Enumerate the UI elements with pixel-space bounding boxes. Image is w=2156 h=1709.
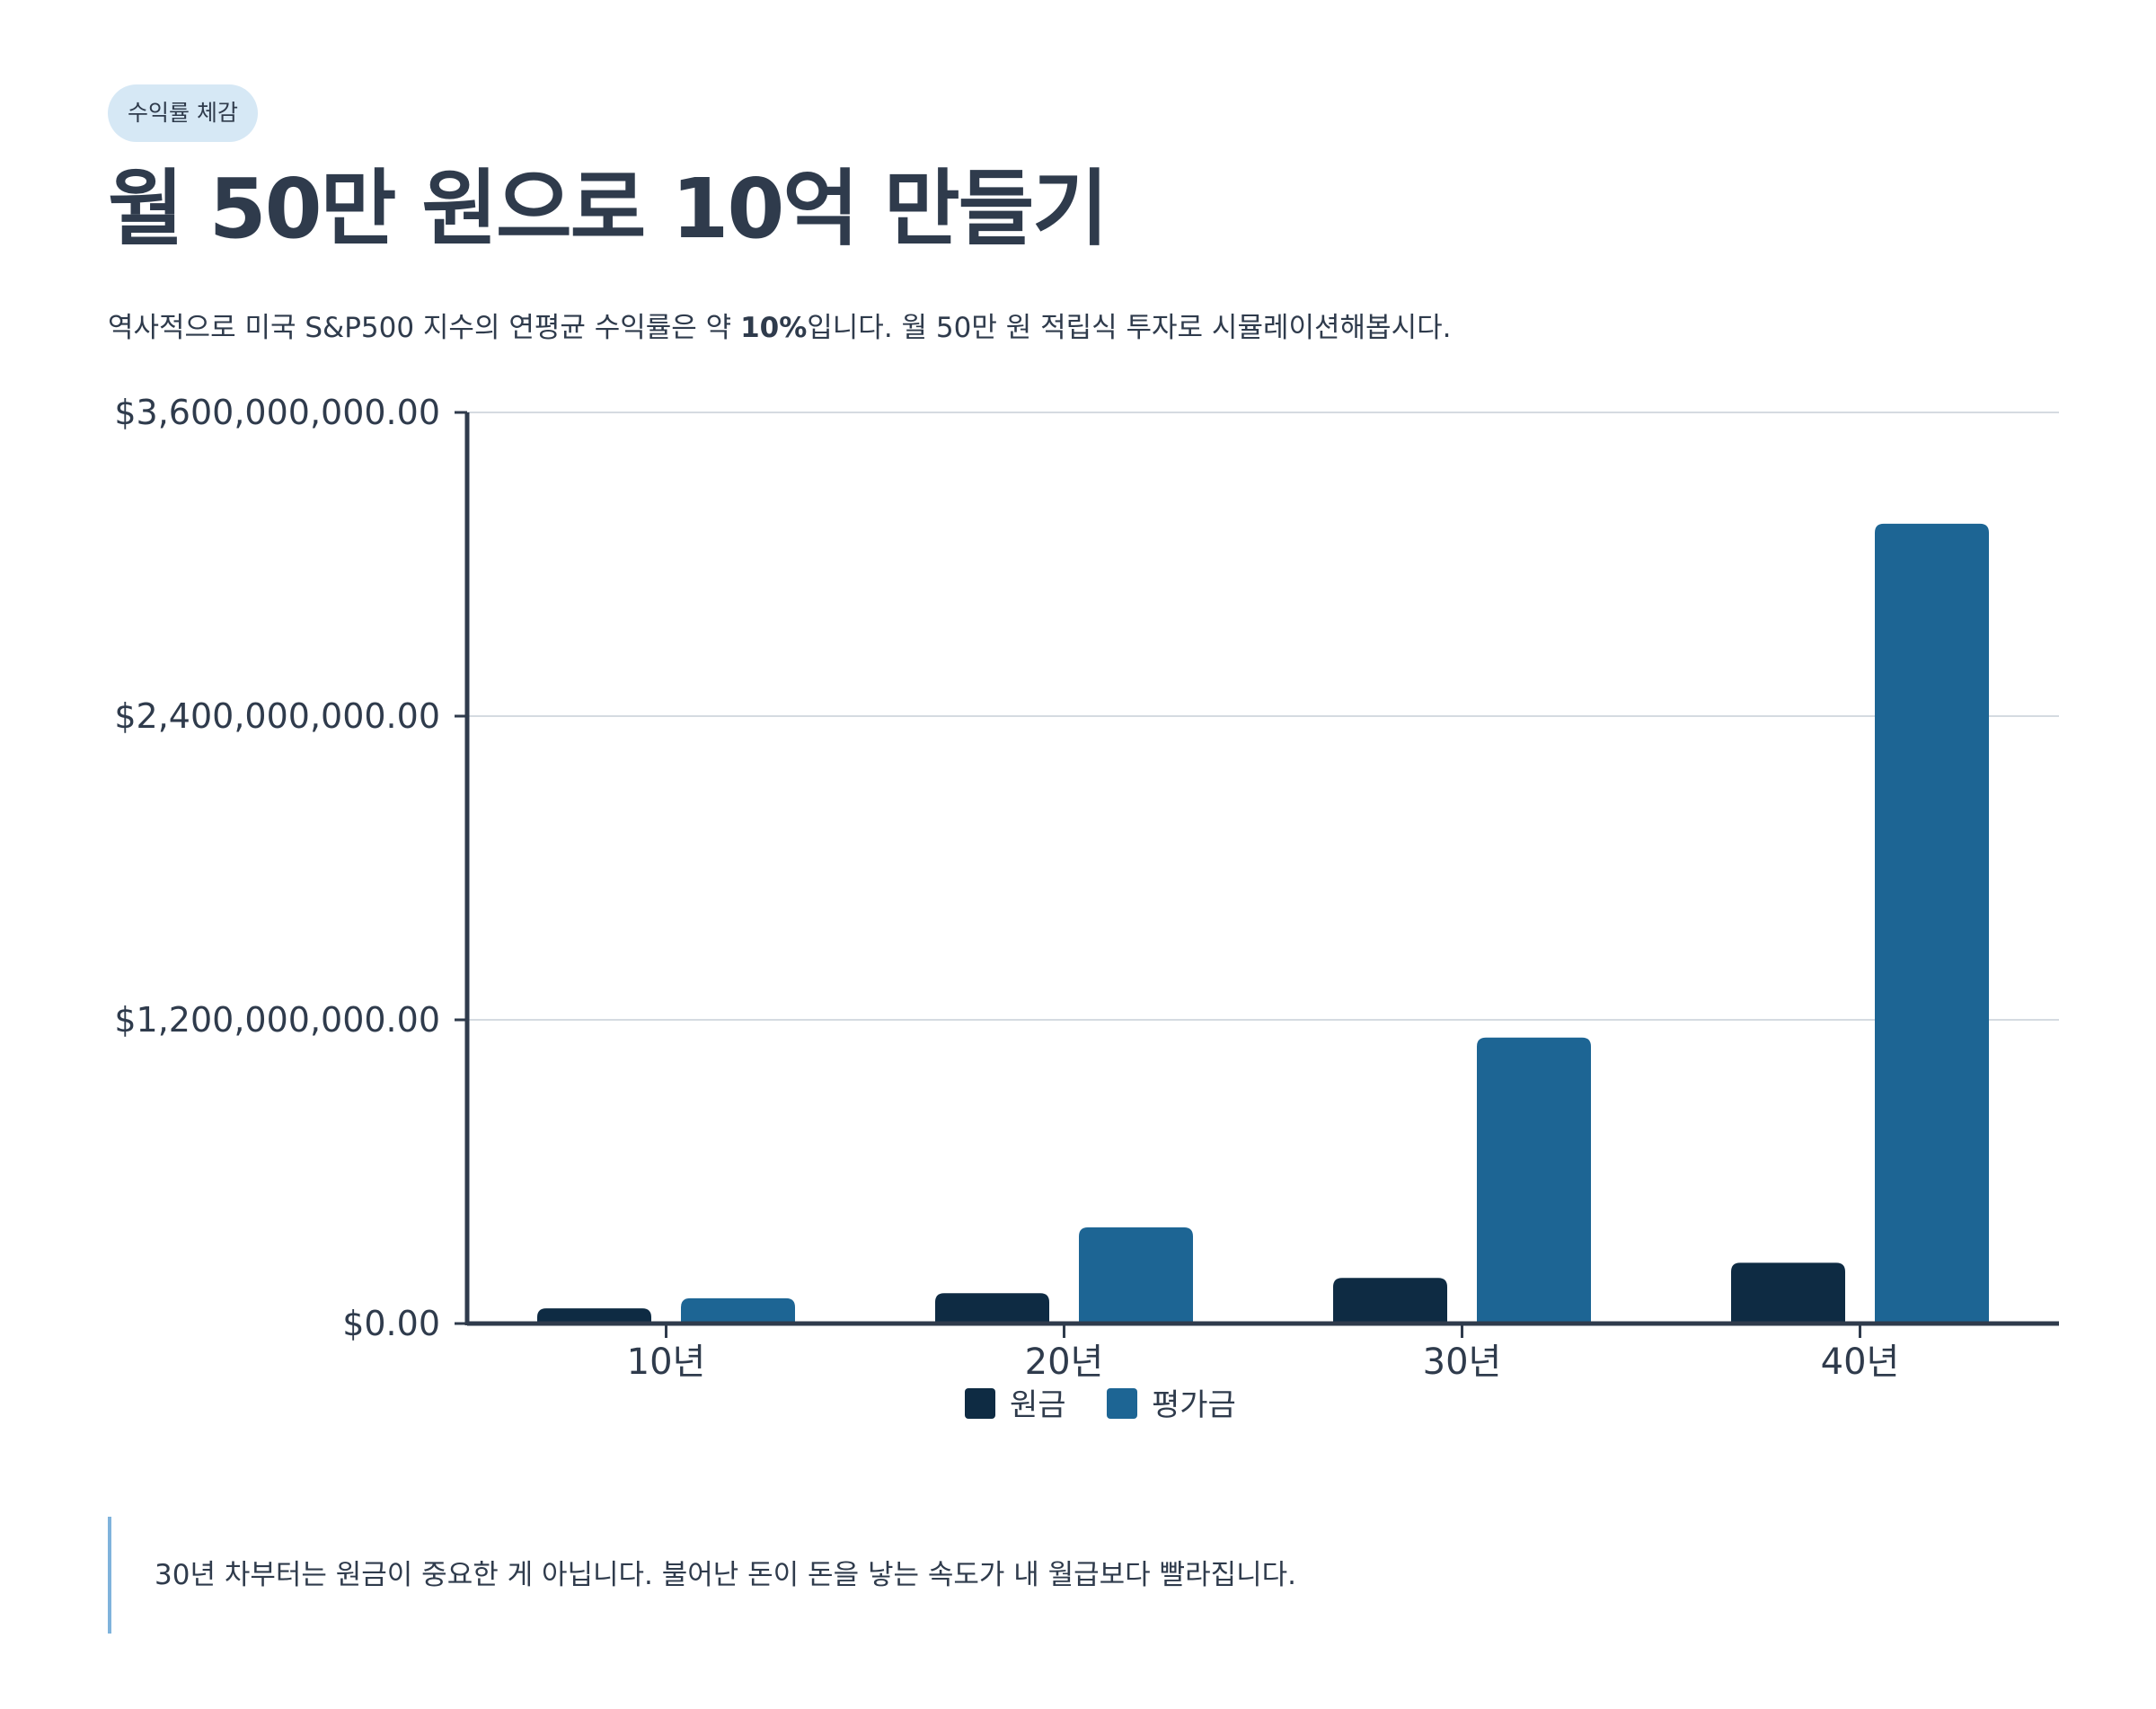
subtitle-highlight: 10% [740, 312, 808, 344]
x-tick-label: 40년 [1821, 1342, 1900, 1383]
bar-value [1477, 1037, 1591, 1324]
bar-value [681, 1297, 795, 1324]
bar-value [1079, 1226, 1193, 1324]
subtitle-text-end: 입니다. 월 50만 원 적립식 투자로 시뮬레이션해봅시다. [807, 312, 1452, 344]
y-tick-label: $3,600,000,000.00 [114, 393, 440, 432]
y-tick-label: $0.00 [342, 1304, 440, 1343]
y-tick-label: $2,400,000,000.00 [114, 696, 440, 736]
legend-swatch [965, 1388, 995, 1419]
bar-value [1875, 523, 1989, 1324]
legend-label: 평가금 [1152, 1387, 1236, 1423]
x-tick-label: 30년 [1423, 1342, 1502, 1383]
bar-principal [537, 1308, 651, 1324]
callout-text: 30년 차부터는 원금이 중요한 게 아닙니다. 불어난 돈이 돈을 낳는 속도… [155, 1559, 1297, 1591]
x-tick-label: 10년 [627, 1342, 706, 1383]
page-subtitle: 역사적으로 미국 S&P500 지수의 연평균 수익률은 약 10%입니다. 월… [108, 305, 1451, 350]
subtitle-text: 역사적으로 미국 S&P500 지수의 연평균 수익률은 약 [108, 312, 741, 344]
x-tick-label: 20년 [1025, 1342, 1104, 1383]
bar-chart: $0.00 $1,200,000,000.00 $2,400,000,000.00 $… [114, 393, 2059, 1423]
category-badge: 수익률 체감 [108, 84, 258, 142]
bar-principal [1731, 1262, 1845, 1324]
bar-principal [935, 1293, 1049, 1324]
page-title: 월 50만 원으로 10억 만들기 [108, 161, 1109, 257]
callout-note: 30년 차부터는 원금이 중요한 게 아닙니다. 불어난 돈이 돈을 낳는 속도… [108, 1517, 1459, 1634]
bar-principal [1333, 1278, 1447, 1324]
legend-swatch [1107, 1388, 1137, 1419]
y-tick-label: $1,200,000,000.00 [114, 1000, 440, 1040]
legend-label: 원금 [1010, 1387, 1066, 1423]
